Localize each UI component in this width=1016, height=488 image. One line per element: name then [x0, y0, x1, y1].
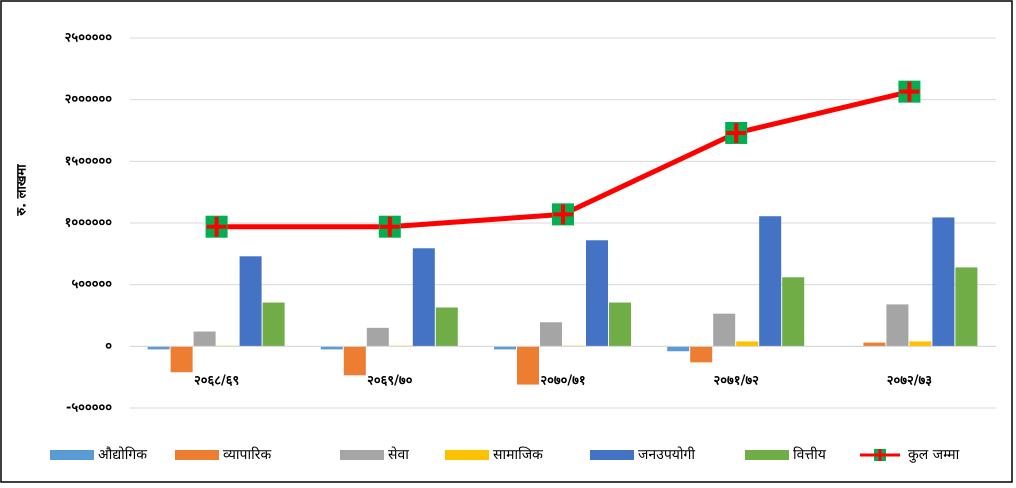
bar	[586, 240, 608, 347]
bar	[435, 307, 458, 347]
bar	[759, 216, 782, 347]
y-tick-label: २५०००००	[65, 31, 113, 46]
bar	[494, 346, 516, 350]
legend-label: सामाजिक	[493, 446, 543, 463]
bar	[690, 346, 713, 363]
bar	[517, 346, 539, 385]
y-tick-label: १००००००	[65, 216, 113, 231]
legend-label: सेवा	[388, 446, 409, 463]
x-tick-label: २०७२/७३	[887, 374, 933, 389]
bar	[955, 267, 978, 347]
bar	[863, 342, 886, 347]
marker-plus	[379, 216, 400, 237]
marker-plus	[553, 204, 573, 225]
legend-label: वित्तीय	[793, 446, 827, 463]
legend-swatch	[175, 450, 219, 460]
bar	[609, 302, 631, 347]
legend-label: औद्योगिक	[98, 446, 147, 463]
bar	[147, 346, 170, 350]
legend-swatch	[50, 450, 94, 460]
y-axis-label: रु. लाखमा	[15, 164, 30, 217]
bar	[886, 304, 909, 347]
bar	[713, 313, 736, 347]
bar	[909, 341, 932, 347]
marker-plus	[899, 81, 920, 102]
line-marker	[378, 215, 401, 238]
line-marker	[898, 80, 921, 103]
bar	[667, 346, 690, 352]
x-tick-label: २०६९/७०	[367, 374, 413, 389]
y-tick-label: -५०००००	[66, 401, 112, 416]
bar	[932, 217, 955, 347]
y-tick-label: १५०००००	[65, 154, 113, 169]
bar	[412, 248, 435, 347]
bar	[343, 346, 366, 376]
legend-plus	[874, 449, 886, 461]
legend-swatch	[445, 450, 489, 460]
bar	[782, 277, 805, 347]
y-tick-label: ५०००००	[71, 277, 112, 292]
bar	[320, 346, 343, 350]
legend-label: व्यापारिक	[223, 446, 271, 463]
bar	[366, 327, 389, 347]
line-marker	[725, 121, 748, 144]
marker-plus	[206, 216, 227, 237]
legend-label: कुल जम्मा	[908, 447, 960, 463]
bar	[193, 331, 216, 347]
marker-plus	[726, 122, 747, 143]
y-tick-label: ०	[105, 339, 112, 354]
bar	[170, 346, 193, 373]
legend-swatch	[745, 450, 789, 460]
legend-swatch	[340, 450, 384, 460]
line-marker	[552, 203, 574, 226]
line-marker	[205, 215, 228, 238]
bar	[262, 302, 285, 347]
bar	[239, 256, 262, 347]
y-tick-label: २००००००	[65, 92, 113, 107]
x-tick-label: २०७०/७१	[540, 374, 585, 389]
legend-swatch	[590, 450, 634, 460]
bar	[736, 341, 759, 347]
x-tick-label: २०७१/७२	[714, 374, 760, 389]
x-tick-label: २०६८/६९	[194, 374, 239, 389]
bar	[540, 322, 562, 347]
legend: औद्योगिक व्यापारिक सेवा सामाजिक जनउपयोगी वित्…	[50, 446, 960, 463]
legend-label: जनउपयोगी	[638, 446, 695, 463]
